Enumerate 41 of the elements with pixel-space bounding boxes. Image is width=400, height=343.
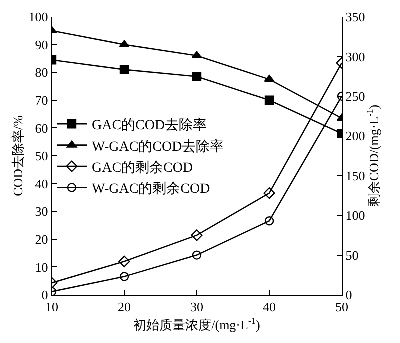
y2-tick-label: 150 — [346, 168, 366, 184]
y-tick-label: 90 — [35, 37, 48, 52]
y-axis-title: COD去除率/% — [10, 115, 26, 196]
x-tick-label: 40 — [263, 300, 276, 315]
y2-tick-label: 50 — [346, 248, 359, 263]
point — [191, 230, 203, 242]
y-tick-label: 20 — [35, 232, 48, 247]
y-tick-label: 70 — [35, 92, 48, 108]
point — [264, 96, 274, 105]
y-tick-label: 50 — [35, 148, 48, 164]
y-tick-label: 80 — [35, 65, 48, 80]
y2-tick-label: 100 — [346, 208, 366, 224]
legend-label: GAC的剩余COD — [92, 160, 194, 176]
x-tick-label: 30 — [190, 300, 204, 315]
y-tick-label: 60 — [35, 120, 48, 136]
point — [120, 272, 130, 282]
y-tick-label: 30 — [35, 204, 48, 220]
point — [192, 250, 202, 260]
y-tick-label: 10 — [35, 260, 48, 275]
y2-tick-label: 200 — [346, 128, 366, 144]
point — [264, 74, 275, 82]
y2-tick-label: 350 — [346, 10, 366, 25]
y2-tick-label: 0 — [346, 288, 352, 303]
point — [192, 72, 202, 82]
x-axis-title: 初始质量浓度/(mg·L$^{-1}$) — [134, 316, 260, 332]
y2-tick-label: 250 — [346, 88, 366, 104]
point — [264, 188, 276, 200]
x-tick-label: 50 — [336, 300, 348, 315]
x-tick-label: 20 — [118, 300, 131, 315]
legend-label: W-GAC的COD去除率 — [92, 138, 224, 155]
legend-label: W-GAC的剩余COD — [92, 181, 210, 198]
legend-label: GAC的COD去除率 — [92, 118, 208, 134]
point — [264, 216, 274, 226]
y2-tick-label: 300 — [346, 49, 366, 64]
point — [192, 51, 202, 59]
point — [118, 256, 130, 268]
y-tick-label: 40 — [35, 176, 48, 192]
y-tick-label: 100 — [28, 10, 48, 25]
y-tick-label: 0 — [42, 288, 48, 303]
point — [120, 65, 130, 74]
x-tick-label: 10 — [46, 300, 58, 315]
